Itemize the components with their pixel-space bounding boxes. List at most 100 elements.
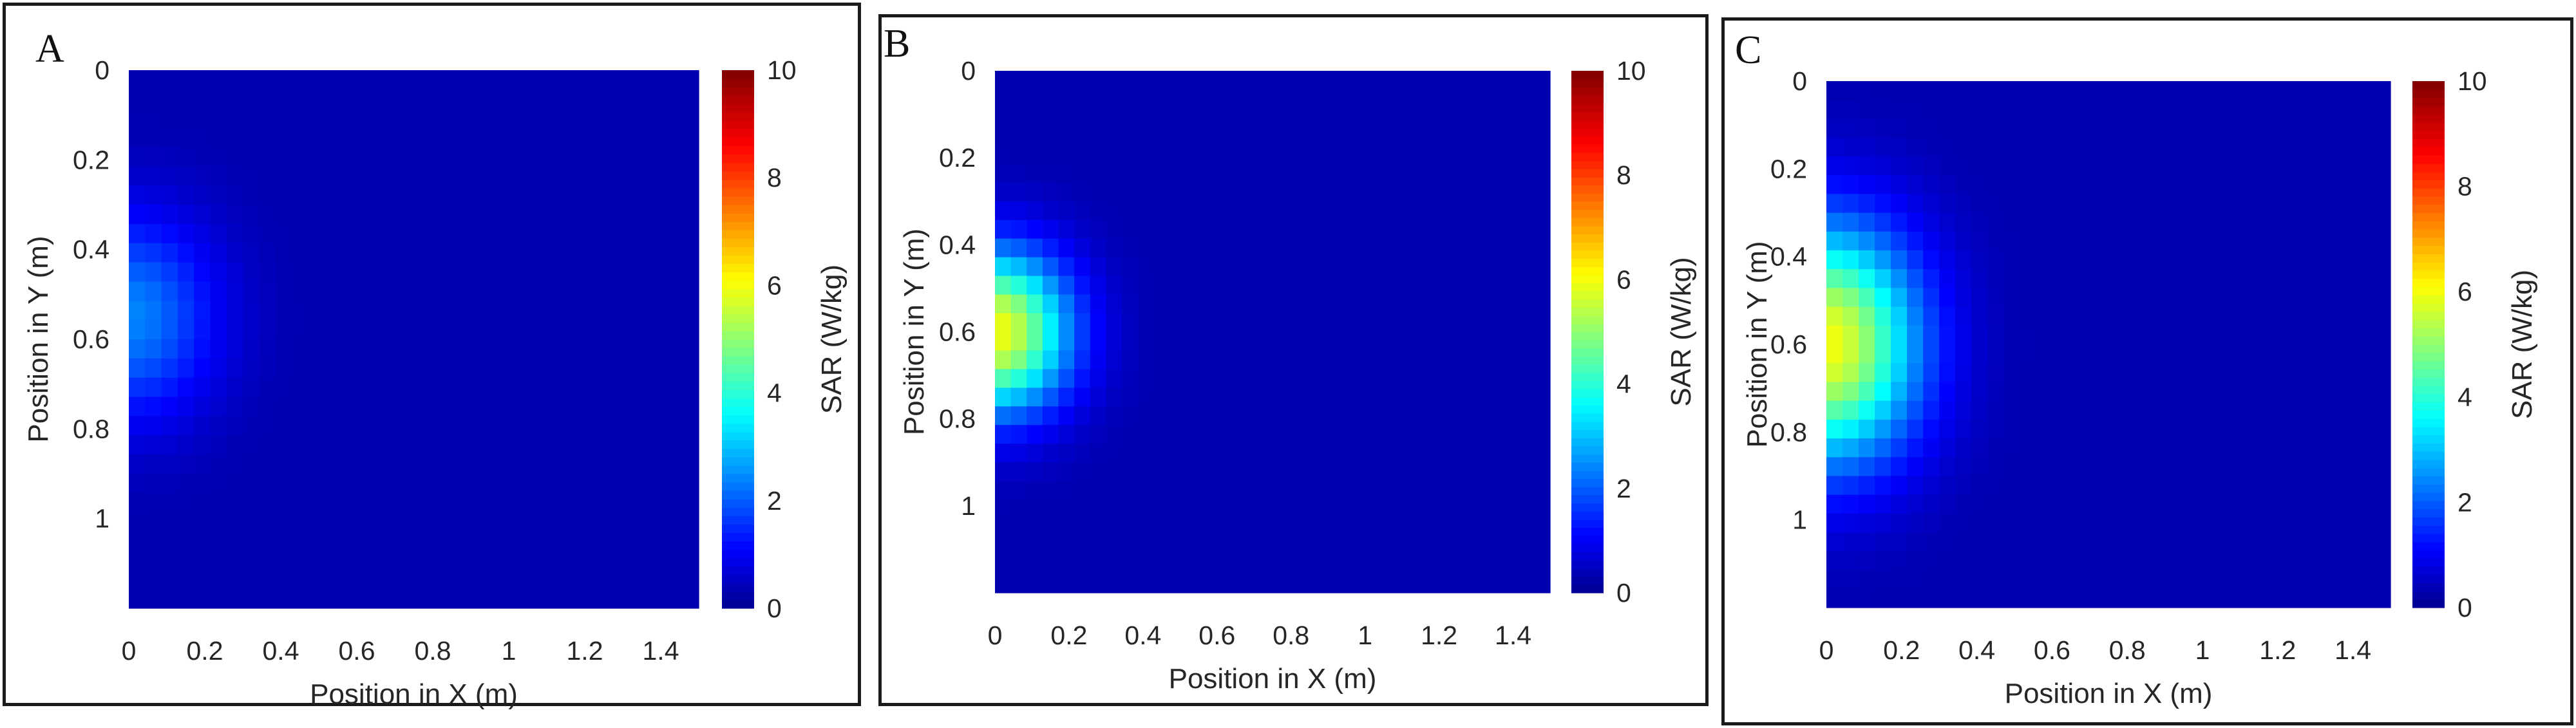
heatmap-cell: [2003, 288, 2020, 308]
heatmap-cell: [503, 243, 520, 263]
heatmap-cell: [536, 70, 553, 90]
heatmap-cell: [2229, 494, 2246, 514]
heatmap-cell: [161, 205, 178, 225]
heatmap-cell: [357, 262, 374, 283]
heatmap-cell: [2374, 118, 2391, 138]
heatmap-cell: [633, 358, 650, 378]
heatmap-cell: [1939, 269, 1956, 288]
heatmap-cell: [2342, 363, 2359, 383]
heatmap-cell: [210, 185, 227, 205]
heatmap-cell: [2309, 194, 2327, 214]
colorbar-segment: [1571, 519, 1604, 528]
heatmap-cell: [1169, 145, 1186, 165]
heatmap-cell: [1502, 238, 1519, 258]
heatmap-cell: [2309, 212, 2327, 232]
heatmap-cell: [1859, 570, 1875, 590]
heatmap-cell: [2261, 363, 2278, 383]
heatmap-cell: [1971, 419, 1988, 439]
heatmap-cell: [291, 166, 308, 186]
heatmap-cell: [2068, 476, 2085, 496]
heatmap-cell: [438, 127, 455, 148]
heatmap-cell: [1955, 81, 1972, 100]
heatmap-cell: [161, 108, 178, 129]
heatmap-cell: [324, 166, 341, 186]
heatmap-cell: [503, 339, 520, 359]
heatmap-cell: [243, 512, 260, 532]
heatmap-cell: [1842, 288, 1859, 308]
heatmap-cell: [1955, 100, 1972, 120]
heatmap-cell: [373, 223, 390, 244]
heatmap-cell: [503, 108, 520, 129]
heatmap-cell: [1826, 513, 1843, 533]
heatmap-cell: [1502, 257, 1519, 277]
heatmap-cell: [1407, 331, 1424, 351]
heatmap-cell: [2197, 212, 2214, 232]
colorbar-segment: [722, 557, 754, 567]
heatmap-cell: [2293, 250, 2311, 270]
heatmap-cell: [503, 550, 520, 570]
heatmap-cell: [243, 416, 260, 436]
heatmap-cell: [2116, 457, 2134, 477]
heatmap-cell: [1137, 555, 1154, 575]
heatmap-cell: [1201, 163, 1218, 183]
colorbar-segment: [2412, 245, 2445, 255]
heatmap-cell: [2181, 438, 2198, 458]
heatmap-cell: [1122, 163, 1139, 183]
heatmap-cell: [1201, 107, 1218, 127]
heatmap-cell: [1470, 499, 1488, 519]
heatmap-cell: [2325, 269, 2343, 288]
heatmap-cell: [1534, 443, 1551, 463]
heatmap-cell: [1391, 201, 1408, 221]
heatmap-cell: [177, 70, 194, 90]
heatmap-cell: [1875, 306, 1891, 326]
heatmap-cell: [1955, 175, 1972, 194]
heatmap-cell: [275, 223, 292, 244]
heatmap-cell: [1328, 275, 1345, 295]
colorbar-segment: [722, 566, 754, 575]
heatmap-cell: [1233, 369, 1249, 388]
heatmap-cell: [2084, 570, 2101, 590]
heatmap-cell: [1987, 532, 2004, 552]
heatmap-cell: [1439, 443, 1455, 463]
heatmap-cell: [1042, 182, 1059, 202]
heatmap-cell: [1074, 350, 1091, 370]
heatmap-cell: [2245, 532, 2262, 552]
heatmap-cell: [1010, 369, 1027, 388]
heatmap-cell: [194, 108, 211, 129]
heatmap-cell: [2374, 344, 2391, 364]
heatmap-cell: [389, 70, 406, 90]
heatmap-cell: [1391, 443, 1408, 463]
heatmap-cell: [1058, 294, 1075, 314]
heatmap-cell: [601, 589, 618, 609]
heatmap-cell: [487, 281, 504, 301]
heatmap-cell: [161, 474, 178, 494]
x-tick-label: 0.2: [187, 636, 223, 666]
heatmap-cell: [1407, 406, 1424, 425]
heatmap-cell: [1939, 400, 1956, 420]
heatmap-cell: [1470, 219, 1488, 239]
heatmap-cell: [1185, 462, 1202, 481]
panel-letter: B: [884, 22, 910, 66]
heatmap-cell: [2116, 476, 2134, 496]
heatmap-cell: [1010, 387, 1027, 407]
heatmap-cell: [471, 474, 488, 494]
heatmap-cell: [1391, 574, 1408, 593]
colorbar-segment: [1571, 127, 1604, 136]
heatmap-cell: [2164, 250, 2182, 270]
colorbar-segment: [722, 440, 754, 449]
colorbar-segment: [2412, 237, 2445, 247]
heatmap-cell: [1153, 71, 1170, 90]
heatmap-cell: [2358, 137, 2375, 157]
heatmap-cell: [145, 589, 162, 609]
heatmap-cell: [1264, 201, 1281, 221]
heatmap-cell: [2229, 400, 2246, 420]
heatmap-cell: [1359, 369, 1376, 388]
heatmap-cell: [422, 185, 439, 205]
colorbar-segment: [2412, 369, 2445, 378]
heatmap-cell: [2003, 81, 2020, 100]
heatmap-cell: [1328, 163, 1345, 183]
heatmap-cell: [650, 435, 667, 455]
heatmap-cell: [2342, 570, 2359, 590]
heatmap-cell: [357, 320, 374, 340]
heatmap-cell: [2068, 212, 2085, 232]
